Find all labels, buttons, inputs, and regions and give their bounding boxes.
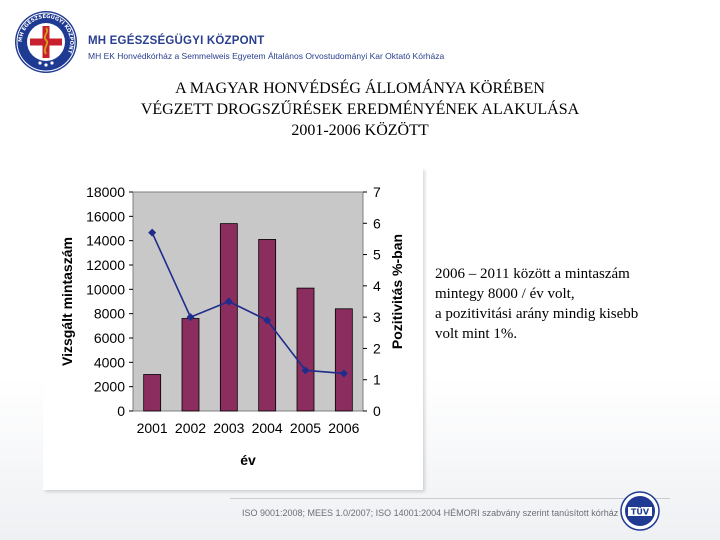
left-axis-tick-label: 12000 [86,257,125,273]
right-axis-tick-label: 7 [373,184,381,200]
bar-2001 [143,374,162,412]
title-line-1: A MAGYAR HONVÉDSÉG ÁLLOMÁNYA KÖRÉBEN [175,80,545,97]
footer: ISO 9001:2008; MEES 1.0/2007; ISO 14001:… [0,488,720,540]
positivity-point-2003 [224,297,233,306]
right-axis-tick-label: 5 [373,247,381,263]
left-axis-tick-label: 8000 [94,306,125,322]
bar-2003 [219,223,238,412]
left-axis-tick-label: 6000 [94,330,125,346]
right-axis-tick-label: 1 [373,372,381,388]
chart-frame: 0 2000 4000 6000 8000 10000 12000 14000 16000 180… [43,168,423,490]
bar-2002 [181,318,200,412]
positivity-line [151,232,344,375]
left-axis-tick-label: 18000 [86,184,125,200]
right-axis-tick-label: 4 [373,278,381,294]
positivity-point-2001 [148,228,157,237]
tuv-label: TÜV [631,507,650,517]
note-line-4: volt mint 1%. [435,326,518,342]
x-axis-tick-label: 2001 [137,420,168,436]
title-line-2: VÉGZETT DROGSZŰRÉSEK EREDMÉNYÉNEK ALAKUL… [140,101,580,118]
bar-2006 [334,308,353,412]
x-axis-tick-label: 2003 [213,420,244,436]
left-axis-tick-label: 16000 [86,208,125,224]
right-axis-tick-label: 6 [373,215,381,231]
organization-subtitle: MH EK Honvédkórház a Semmelweis Egyetem … [88,51,445,61]
combo-chart: 0 2000 4000 6000 8000 10000 12000 14000 16000 180… [59,184,405,468]
left-axis-title: Vizsgált mintaszám [59,237,75,366]
left-axis-tick-label: 10000 [86,281,125,297]
plot-area [132,191,364,412]
right-axis-tick-label: 3 [373,309,381,325]
left-axis-tick-label: 4000 [94,354,125,370]
x-axis-tick-label: 2006 [328,420,359,436]
left-axis-tick-label: 14000 [86,233,125,249]
note-line-1: 2006 – 2011 között a mintaszám [435,266,630,282]
note-line-3: a pozitivitási arány mindig kisebb [435,306,639,322]
tuv-certification-icon: TÜV [620,491,660,531]
organization-logo: MH EGÉSZSÉGÜGYI KÖZPONT [15,11,77,73]
x-axis-tick-label: 2005 [290,420,321,436]
bar-2005 [296,287,315,412]
header: MH EGÉSZSÉGÜGYI KÖZPONT MH EGÉSZSÉGÜGYI … [0,0,720,90]
footer-divider [230,498,670,499]
note-line-2: mintegy 8000 / év volt, [435,286,575,302]
summary-note: 2006 – 2011 között a mintaszám mintegy 8… [435,264,705,344]
bar-2004 [258,239,277,412]
right-axis-tick-label: 0 [373,403,381,419]
left-axis-tick-label: 2000 [94,379,125,395]
organization-name: MH EGÉSZSÉGÜGYI KÖZPONT [88,35,265,47]
right-axis-title: Pozitivitás %-ban [389,234,405,349]
left-axis-tick-label: 0 [117,403,125,419]
positivity-point-2002 [186,313,195,322]
x-axis-tick-label: 2004 [252,420,283,436]
right-axis-tick-label: 2 [373,340,381,356]
title-line-3: 2001-2006 KÖZÖTT [291,122,429,139]
x-axis-tick-label: 2002 [175,420,206,436]
certification-text: ISO 9001:2008; MEES 1.0/2007; ISO 14001:… [242,508,619,518]
x-axis-title: év [240,452,256,468]
positivity-point-2006 [339,369,348,378]
page-title: A MAGYAR HONVÉDSÉG ÁLLOMÁNYA KÖRÉBEN VÉG… [60,78,660,141]
positivity-point-2005 [301,366,310,375]
positivity-point-2004 [263,316,272,325]
